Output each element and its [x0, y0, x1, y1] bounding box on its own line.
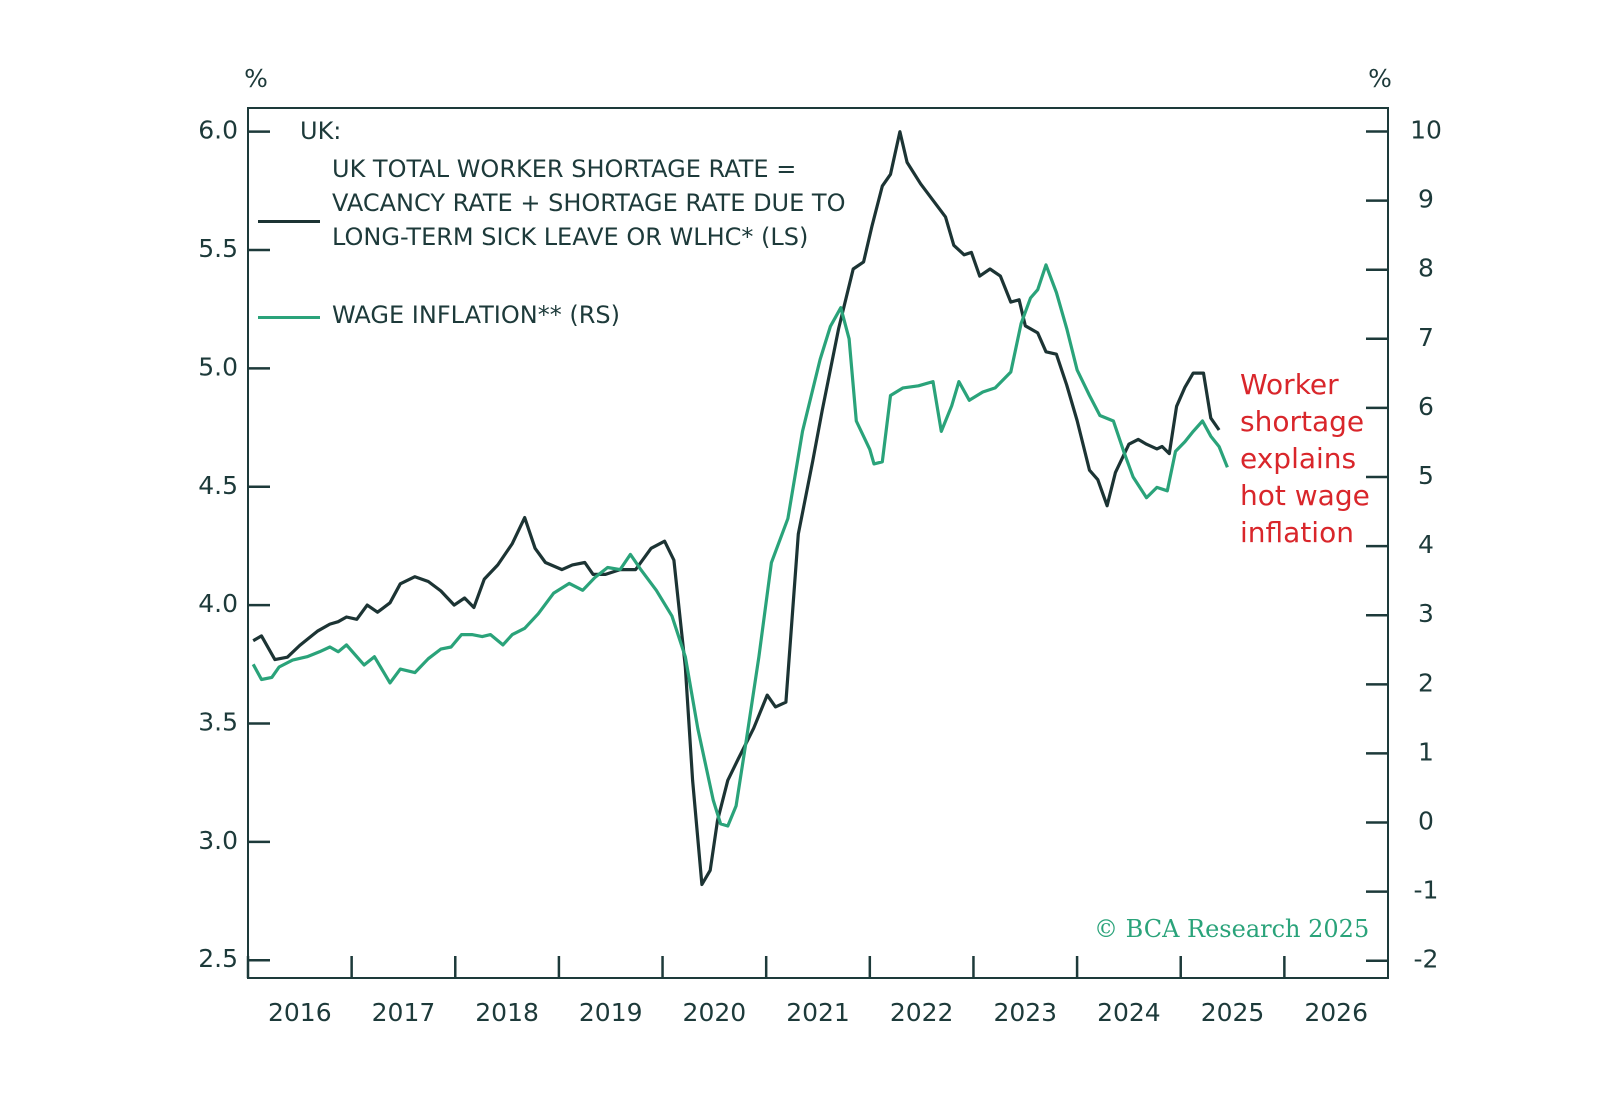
y-tick-label: 3.0 [198, 826, 238, 855]
x-tick-label: 2024 [1097, 998, 1161, 1027]
x-tick-label: 2026 [1304, 998, 1368, 1027]
y-tick-label: 3.5 [198, 708, 238, 737]
y2-tick-label: -2 [1414, 945, 1439, 974]
annotation: Worker shortage explains hot wage inflat… [1240, 368, 1370, 549]
legend-label: UK TOTAL WORKER SHORTAGE RATE = VACANCY … [332, 155, 846, 251]
y2-axis-unit: % [1368, 64, 1392, 93]
series-line [252, 130, 1221, 887]
source: © BCA Research 2025 [1094, 915, 1370, 943]
legend-title: UK: [300, 117, 342, 145]
y-tick-label: 5.0 [198, 352, 238, 381]
series-line [251, 263, 1229, 828]
y-axis-unit: % [244, 64, 268, 93]
legend-swatch [258, 316, 320, 319]
y2-tick-label: 7 [1418, 323, 1434, 352]
y-tick-label: 4.0 [198, 589, 238, 618]
x-tick-label: 2017 [372, 998, 436, 1027]
y2-tick-label: 9 [1418, 185, 1434, 214]
y2-tick-label: 1 [1418, 737, 1434, 766]
y2-tick-label: 0 [1418, 807, 1434, 836]
y2-tick-label: 6 [1418, 392, 1434, 421]
y-tick-label: 6.0 [198, 116, 238, 145]
x-tick-label: 2022 [890, 998, 954, 1027]
y-tick-label: 2.5 [198, 944, 238, 973]
x-tick-label: 2018 [475, 998, 539, 1027]
plot-frame [247, 107, 1389, 979]
x-tick-label: 2021 [786, 998, 850, 1027]
x-tick-label: 2023 [993, 998, 1057, 1027]
y2-tick-label: 4 [1418, 530, 1434, 559]
y-tick-label: 5.5 [198, 234, 238, 263]
legend-label: WAGE INFLATION** (RS) [332, 301, 620, 329]
legend-swatch [258, 220, 320, 223]
y2-tick-label: 10 [1410, 115, 1442, 144]
y-tick-label: 4.5 [198, 471, 238, 500]
y2-tick-label: 5 [1418, 461, 1434, 490]
x-tick-label: 2025 [1201, 998, 1265, 1027]
x-tick-label: 2016 [268, 998, 332, 1027]
y2-tick-label: 3 [1418, 599, 1434, 628]
y2-tick-label: -1 [1414, 876, 1439, 905]
x-tick-label: 2019 [579, 998, 643, 1027]
y2-tick-label: 8 [1418, 254, 1434, 283]
x-tick-label: 2020 [683, 998, 747, 1027]
y2-tick-label: 2 [1418, 668, 1434, 697]
